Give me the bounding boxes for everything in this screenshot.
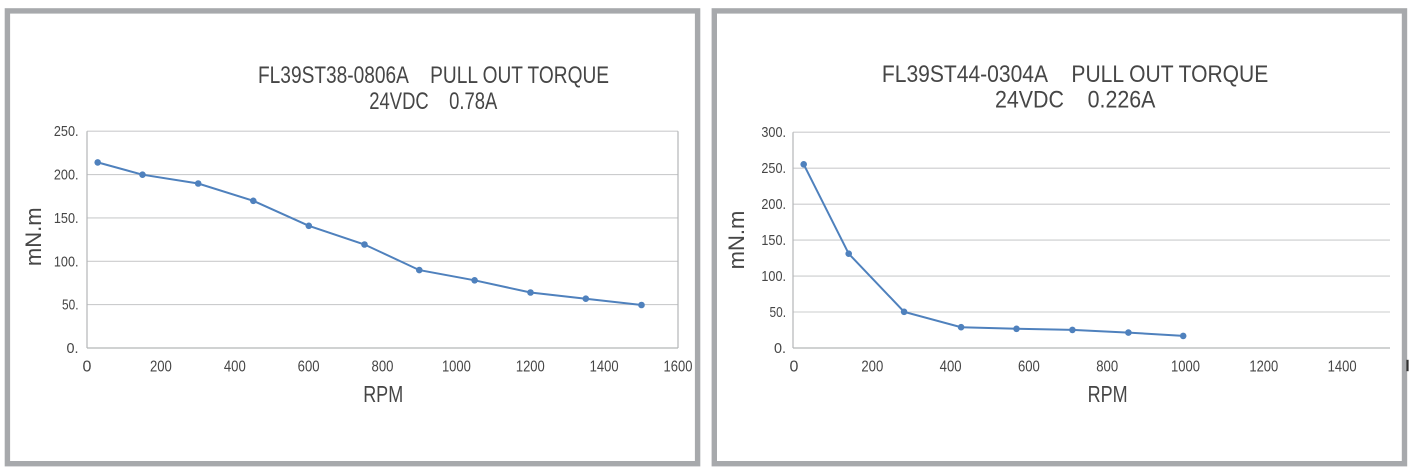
svg-text:1400: 1400 — [1328, 359, 1357, 376]
svg-text:1000: 1000 — [1171, 359, 1200, 376]
svg-text:200: 200 — [861, 359, 883, 376]
svg-text:mN.m: mN.m — [724, 211, 749, 270]
svg-text:FL39ST38-0806A PULL OUT TOR: FL39ST38-0806A PULL OUT TORQUE — [258, 62, 609, 89]
svg-text:50.: 50. — [62, 297, 79, 314]
svg-text:1600: 1600 — [664, 359, 693, 376]
svg-text:250.: 250. — [761, 160, 786, 177]
svg-text:RPM: RPM — [363, 381, 403, 407]
svg-text:0.: 0. — [67, 340, 79, 357]
svg-text:100.: 100. — [761, 268, 786, 285]
svg-text:50.: 50. — [770, 304, 787, 321]
svg-text:1000: 1000 — [442, 359, 471, 376]
svg-text:24VDC 0.226A: 24VDC 0.226A — [995, 87, 1156, 114]
svg-text:1200: 1200 — [1249, 359, 1278, 376]
svg-text:RPM: RPM — [1088, 381, 1128, 407]
svg-text:150.: 150. — [761, 232, 786, 249]
svg-text:800: 800 — [372, 359, 394, 376]
svg-text:400: 400 — [940, 359, 962, 376]
svg-text:150.: 150. — [54, 210, 79, 227]
svg-text:600: 600 — [298, 359, 320, 376]
svg-text:800: 800 — [1096, 359, 1118, 376]
svg-text:FL39ST44-0304A PULL OUT TOR: FL39ST44-0304A PULL OUT TORQUE — [882, 61, 1268, 88]
svg-text:600: 600 — [1018, 359, 1040, 376]
svg-text:0.: 0. — [774, 340, 786, 357]
svg-text:200: 200 — [150, 359, 172, 376]
svg-text:1400: 1400 — [590, 359, 619, 376]
svg-text:mN.m: mN.m — [21, 207, 46, 266]
svg-text:24VDC 0.78A: 24VDC 0.78A — [369, 88, 497, 115]
svg-text:200.: 200. — [761, 196, 786, 213]
svg-text:300.: 300. — [761, 124, 786, 141]
svg-text:100.: 100. — [54, 253, 79, 270]
svg-text:400: 400 — [224, 359, 246, 376]
svg-text:250.: 250. — [54, 123, 79, 140]
svg-text:0: 0 — [83, 359, 92, 376]
svg-text:1200: 1200 — [516, 359, 545, 376]
svg-text:200.: 200. — [54, 167, 79, 184]
svg-text:0: 0 — [790, 359, 799, 376]
